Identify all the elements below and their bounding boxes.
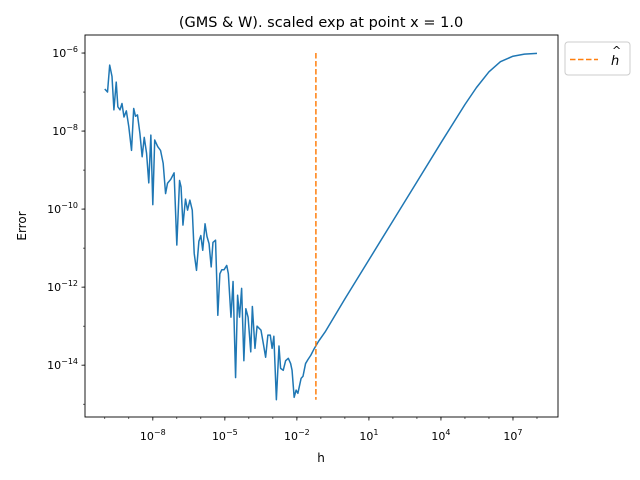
legend-label-h-hat: h: [611, 54, 619, 69]
legend-label-hat: ^: [612, 44, 621, 57]
x-tick-label: 104: [431, 428, 450, 443]
legend: h ^: [564, 41, 631, 76]
x-tick-label: 10−8: [140, 428, 166, 443]
x-tick-label: 10−5: [212, 428, 238, 443]
legend-box: [564, 41, 631, 76]
x-tick-label: 101: [359, 428, 378, 443]
chart-title: (GMS & W). scaled exp at point x = 1.0: [179, 15, 463, 31]
x-axis-label: h: [317, 451, 325, 465]
y-axis-label: Error: [15, 211, 29, 240]
y-tick-label: 10−14: [47, 357, 78, 372]
y-tick-label: 10−6: [52, 45, 78, 60]
y-tick-label: 10−12: [47, 279, 78, 294]
plot-marks: [104, 52, 538, 401]
x-tick-label: 107: [503, 428, 522, 443]
plot-frame: [84, 34, 559, 418]
x-tick-label: 10−2: [284, 428, 310, 443]
y-tick-label: 10−10: [47, 201, 78, 216]
y-tick-label: 10−8: [52, 123, 78, 138]
y-axis-ticks: 10−6 10−8 10−10 10−12 10−14: [47, 45, 85, 405]
error-series-line: [104, 52, 538, 401]
x-axis-ticks: 10−8 10−5 10−2 101 104 107: [104, 417, 538, 443]
